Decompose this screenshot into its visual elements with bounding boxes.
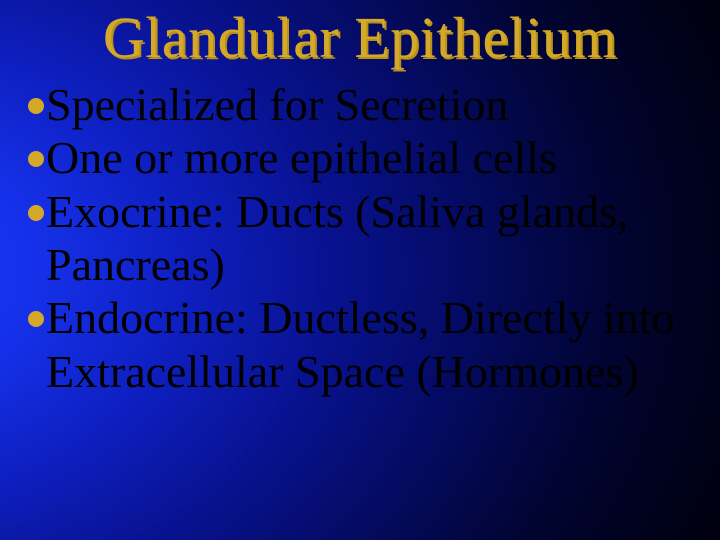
bullet-icon	[28, 311, 44, 327]
bullet-item: Specialized for Secretion	[28, 78, 698, 131]
bullet-icon	[28, 98, 44, 114]
bullet-text: Exocrine: Ducts (Saliva glands, Pancreas…	[46, 185, 698, 292]
slide: Glandular Epithelium Specialized for Sec…	[0, 0, 720, 540]
slide-body: Specialized for Secretion One or more ep…	[28, 78, 698, 398]
bullet-icon	[28, 205, 44, 221]
bullet-text: Endocrine: Ductless, Directly into Extra…	[46, 291, 698, 398]
bullet-icon	[28, 151, 44, 167]
bullet-text: One or more epithelial cells	[46, 131, 698, 184]
slide-title: Glandular Epithelium	[0, 4, 720, 71]
bullet-item: Endocrine: Ductless, Directly into Extra…	[28, 291, 698, 398]
bullet-item: One or more epithelial cells	[28, 131, 698, 184]
bullet-item: Exocrine: Ducts (Saliva glands, Pancreas…	[28, 185, 698, 292]
bullet-text: Specialized for Secretion	[46, 78, 698, 131]
